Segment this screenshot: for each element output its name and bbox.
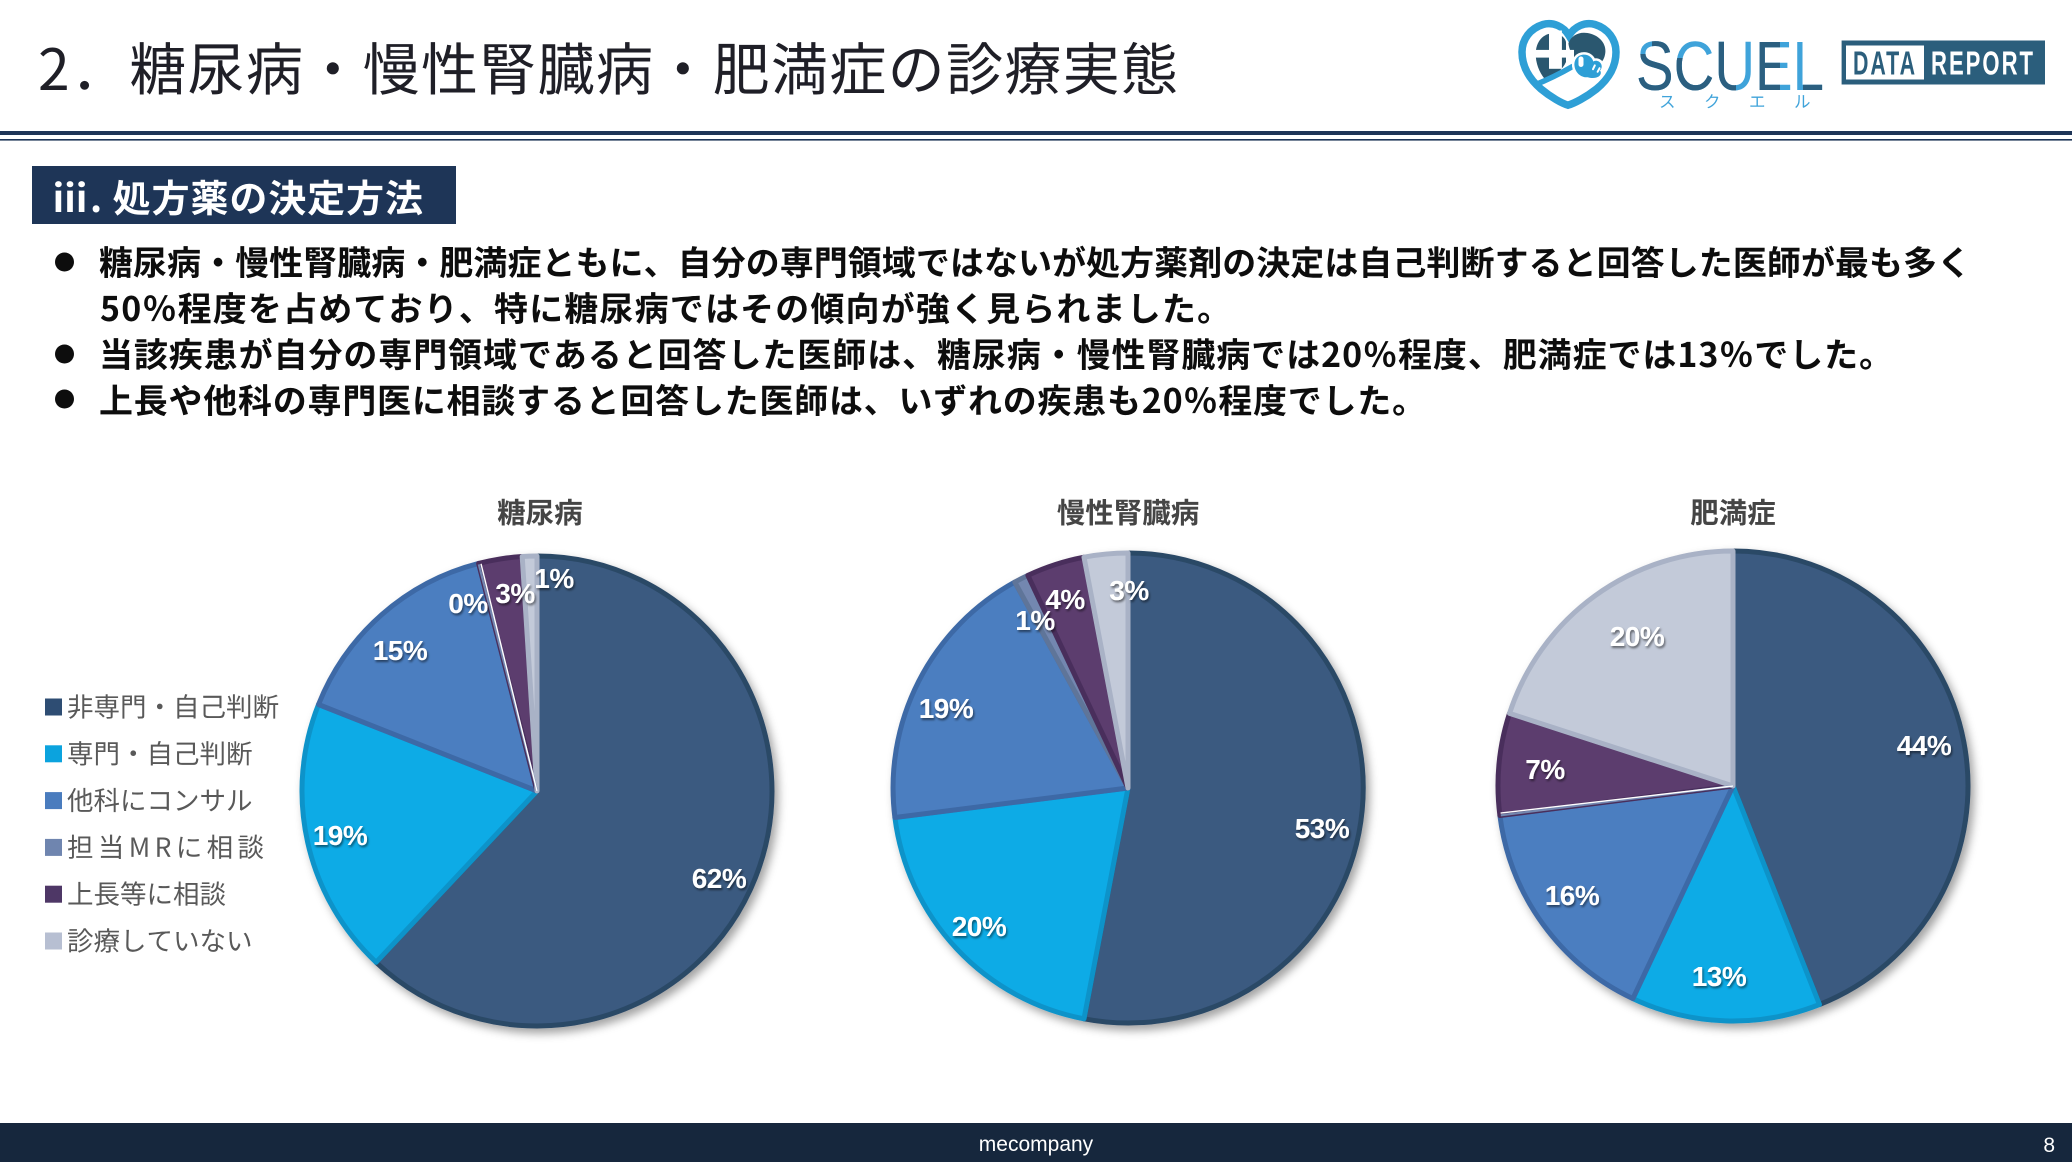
svg-text:0%: 0% (448, 588, 488, 619)
svg-text:20%: 20% (1610, 621, 1665, 652)
svg-text:19%: 19% (313, 820, 368, 851)
svg-text:53%: 53% (1295, 813, 1350, 844)
svg-text:13%: 13% (1692, 961, 1747, 992)
svg-text:19%: 19% (919, 693, 974, 724)
svg-text:7%: 7% (1525, 754, 1565, 785)
svg-text:20%: 20% (952, 911, 1007, 942)
svg-text:mecompany: mecompany (979, 1133, 1094, 1156)
svg-text:16%: 16% (1545, 880, 1600, 911)
svg-text:3%: 3% (495, 578, 535, 609)
svg-text:15%: 15% (373, 635, 428, 666)
svg-text:3%: 3% (1109, 575, 1149, 606)
svg-text:4%: 4% (1045, 584, 1085, 615)
svg-text:44%: 44% (1897, 730, 1952, 761)
svg-text:REPORT: REPORT (1931, 45, 2035, 82)
svg-text:1%: 1% (1015, 605, 1055, 636)
svg-text:SCUEL: SCUEL (1636, 27, 1824, 105)
svg-text:62%: 62% (692, 863, 747, 894)
svg-text:8: 8 (2043, 1134, 2055, 1157)
svg-text:1%: 1% (534, 563, 574, 594)
svg-text:DATA: DATA (1853, 45, 1917, 82)
